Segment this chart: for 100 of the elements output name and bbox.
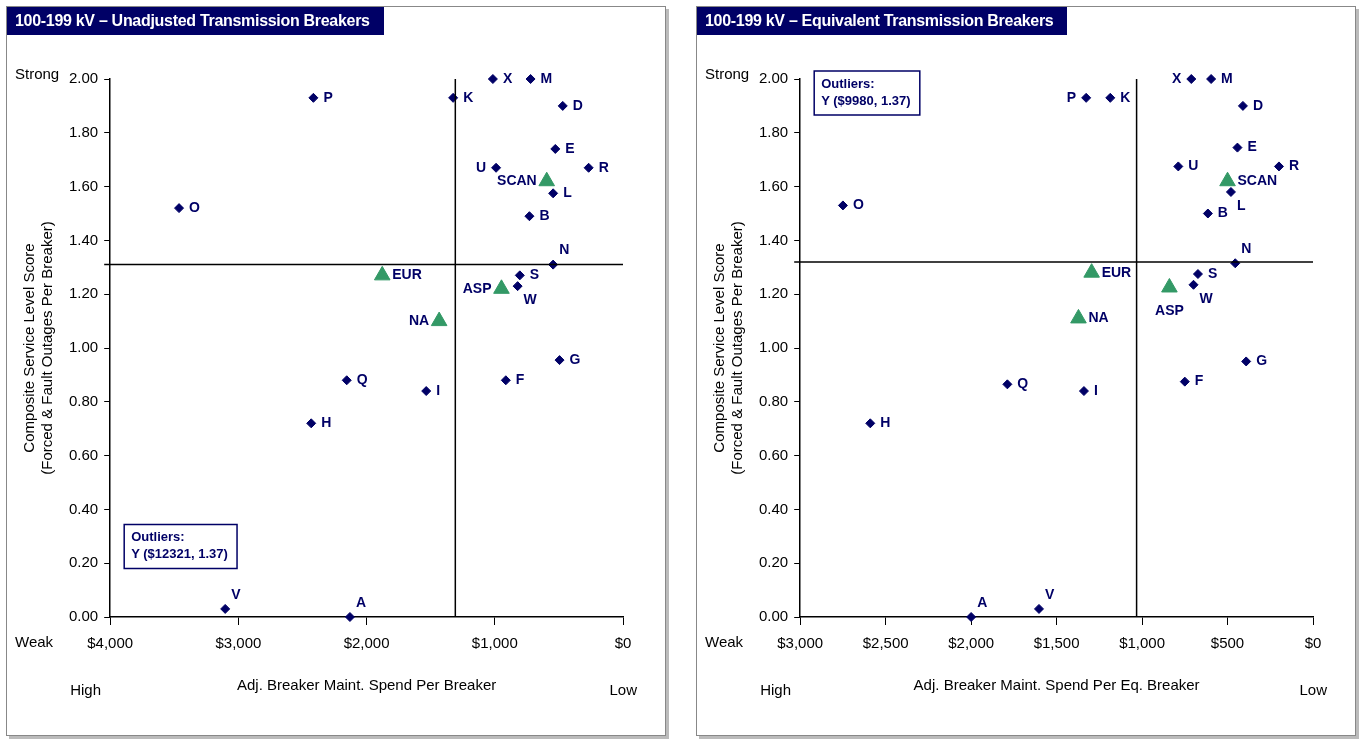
text: Strong	[15, 65, 60, 83]
y-tick-label: 2.00	[68, 69, 99, 87]
annotation: X	[502, 69, 513, 86]
annotation: P	[323, 88, 333, 105]
annotation: K	[463, 88, 474, 105]
annotation: X	[1171, 69, 1182, 86]
point	[1206, 74, 1217, 84]
annotation: U	[1188, 157, 1199, 174]
annotation: Outliers: Y ($12321, 1.37)	[131, 529, 228, 562]
annotation: E	[1247, 138, 1257, 155]
point	[548, 188, 559, 199]
point	[865, 418, 876, 429]
annotation: L	[1236, 196, 1246, 213]
annotation: G	[569, 350, 581, 367]
point	[421, 386, 432, 397]
y-tick-label: 0.60	[68, 445, 99, 463]
annotation: I	[436, 381, 441, 398]
point	[514, 270, 525, 281]
x-tick-label: $2,000	[948, 634, 995, 652]
point	[1192, 269, 1203, 280]
point	[1225, 186, 1236, 197]
y-tick-label: 1.60	[68, 176, 99, 194]
annotation: U	[475, 158, 487, 175]
x-tick-label: $1,000	[1119, 634, 1166, 652]
annotation: F	[515, 371, 525, 388]
y-tick-label: 0.80	[758, 391, 789, 409]
annotation: Outliers: Y ($9980, 1.37)	[821, 75, 911, 108]
point	[1002, 379, 1013, 390]
point	[524, 211, 535, 222]
x-tick-label: $1,500	[1033, 634, 1080, 652]
point	[525, 74, 536, 84]
y-tick-label: 2.00	[758, 69, 789, 87]
point	[966, 612, 977, 622]
x-tick-label: $500	[1210, 634, 1245, 652]
point	[341, 375, 352, 386]
y-tick-label: 1.80	[68, 122, 99, 140]
annotation: R	[1288, 157, 1300, 174]
point	[1232, 142, 1243, 153]
annotation: S	[1207, 264, 1218, 281]
annotation: ASP	[462, 279, 492, 296]
annotation: H	[321, 414, 332, 431]
chart-title: 100-199 kV – Unadjusted Transmission Breakers	[7, 7, 384, 35]
point	[344, 612, 355, 622]
y-tick-label: 0.20	[68, 553, 99, 571]
x-tick-label: $1,000	[471, 634, 518, 652]
point	[1273, 161, 1284, 172]
x-tick-label: $0	[614, 634, 632, 652]
y-tick-label: 0.00	[68, 607, 99, 625]
point	[491, 162, 502, 173]
point	[512, 281, 523, 292]
point	[1078, 386, 1089, 397]
annotation: EUR	[1101, 263, 1132, 280]
annotation: H	[880, 414, 891, 431]
y-tick-label: 0.40	[758, 499, 789, 517]
annotation: Q	[356, 371, 368, 388]
y-tick-label: 1.00	[68, 338, 99, 356]
annotation: SCAN	[1237, 172, 1278, 189]
y-tick-label: 1.80	[758, 122, 789, 140]
point	[554, 355, 565, 366]
annotation: S	[529, 266, 540, 283]
y-tick-label: 1.40	[758, 230, 789, 248]
point	[1237, 100, 1248, 111]
annotation: V	[1044, 585, 1055, 602]
annotation: NA	[408, 311, 430, 328]
annotation: D	[572, 96, 583, 113]
x-tick-label: $3,000	[215, 634, 262, 652]
annotation: W	[523, 290, 538, 307]
annotation: W	[1199, 289, 1214, 306]
text: Low	[609, 681, 638, 699]
annotation: G	[1256, 352, 1268, 369]
x-tick-label: $3,000	[777, 634, 824, 652]
y-tick-label: 0.00	[758, 607, 789, 625]
annotation: R	[598, 158, 609, 175]
y-tick-label: 1.20	[68, 284, 99, 302]
point	[550, 143, 561, 154]
point	[220, 603, 231, 614]
y-axis-title: Composite Service Level Score (Forced & Fault Outages Per Breaker)	[20, 221, 56, 475]
annotation: A	[977, 593, 988, 610]
x-tick-label: $0	[1304, 634, 1322, 652]
annotation: V	[231, 585, 242, 602]
point	[487, 74, 498, 84]
annotation: F	[1194, 372, 1204, 389]
point	[174, 203, 185, 214]
point	[1241, 356, 1252, 367]
annotation: L	[563, 184, 573, 201]
annotation: B	[1217, 204, 1228, 221]
text: Strong	[705, 65, 750, 83]
x-tick-label: $4,000	[87, 634, 134, 652]
annotation: M	[1221, 69, 1233, 86]
text: High	[70, 681, 102, 699]
annotation: D	[1252, 96, 1264, 113]
annotation: EUR	[392, 266, 422, 283]
point	[1105, 92, 1116, 103]
x-axis-title: Adj. Breaker Maint. Spend Per Breaker	[236, 676, 497, 694]
point	[583, 162, 594, 173]
point	[557, 100, 568, 111]
point	[1186, 74, 1197, 84]
y-tick-label: 1.40	[68, 230, 99, 248]
point	[306, 418, 317, 429]
x-tick-label: $2,000	[343, 634, 390, 652]
